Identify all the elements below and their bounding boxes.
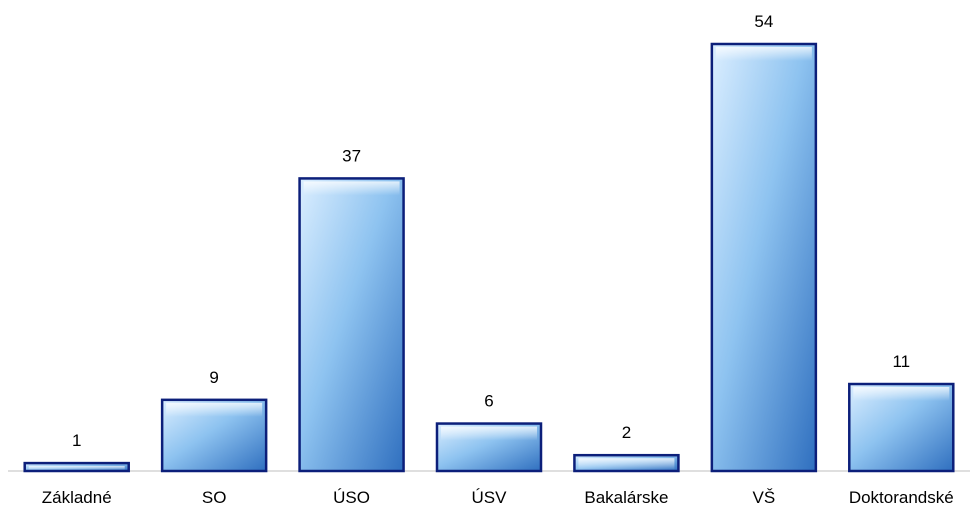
bar-highlight bbox=[28, 466, 125, 470]
value-label: 1 bbox=[72, 431, 81, 450]
bar-highlight bbox=[853, 387, 950, 402]
value-label: 37 bbox=[342, 146, 361, 165]
value-labels-group: 1 9 37 6 2 54 11 bbox=[72, 12, 910, 450]
category-label: VŠ bbox=[753, 488, 776, 507]
bar-highlight bbox=[166, 402, 263, 417]
category-label: ÚSO bbox=[333, 488, 370, 507]
bars-group bbox=[23, 42, 955, 473]
bar-1 bbox=[23, 461, 130, 473]
value-label: 11 bbox=[892, 352, 910, 371]
value-label: 54 bbox=[754, 12, 773, 31]
category-labels-group: Základné SO ÚSO ÚSV Bakalárske VŠ Doktorandské bbox=[42, 488, 954, 507]
bar-3 bbox=[298, 177, 405, 473]
bar-highlight bbox=[715, 47, 812, 61]
bar-4 bbox=[435, 422, 543, 473]
value-label: 9 bbox=[209, 368, 218, 387]
bar-rect bbox=[710, 42, 818, 473]
category-label: Doktorandské bbox=[849, 488, 954, 507]
value-label: 2 bbox=[622, 423, 631, 442]
bar-5 bbox=[573, 453, 680, 473]
bar-6 bbox=[710, 42, 818, 473]
bar-highlight bbox=[578, 458, 675, 470]
category-label: Bakalárske bbox=[584, 488, 668, 507]
bar-rect bbox=[298, 177, 405, 473]
bar-highlight bbox=[303, 181, 400, 196]
category-label: ÚSV bbox=[472, 488, 508, 507]
bar-2 bbox=[160, 398, 268, 473]
value-label: 6 bbox=[484, 392, 493, 411]
category-label: SO bbox=[202, 488, 227, 507]
bar-7 bbox=[848, 382, 955, 473]
bar-highlight bbox=[441, 426, 537, 441]
category-label: Základné bbox=[42, 488, 112, 507]
